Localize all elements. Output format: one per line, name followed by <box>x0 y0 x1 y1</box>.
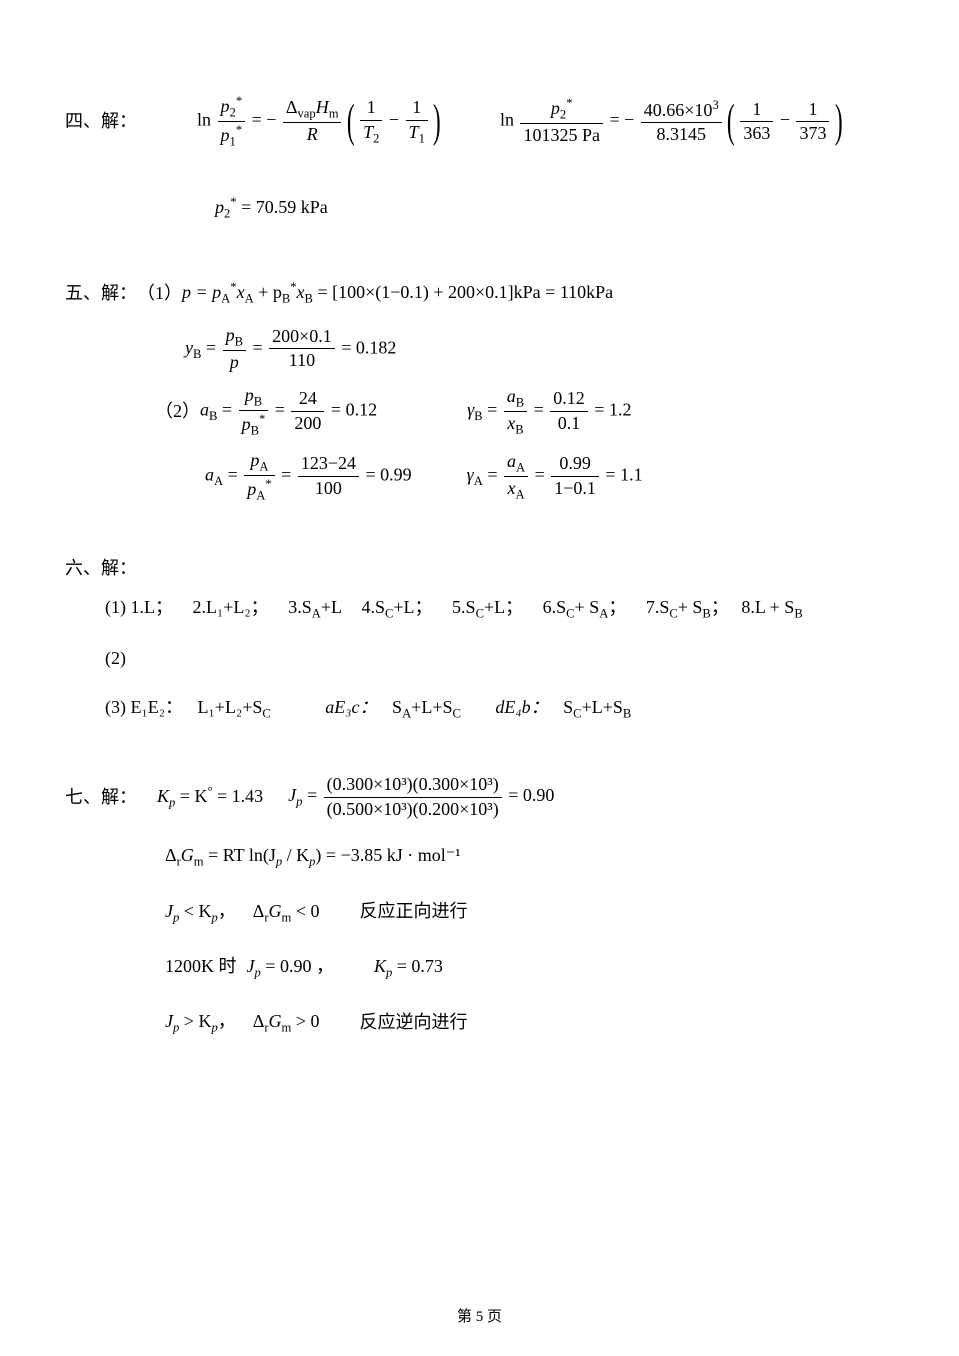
sec6-line3: (3) E₁E₂： L₁+L₂+SC aE₃c： SA+L+SC dE₄b： S… <box>65 688 894 728</box>
section-6: 六、解： (1) 1.L； 2.L₁+L₂； 3.SA+L 4.SC+L； 5.… <box>65 549 894 729</box>
sec4-row1: 四、解： ln p2* p1* = − ΔvapHm R ( 1T2 − 1T1… <box>65 70 894 173</box>
sec5-row1: 五、解： （1） p = pA*xA + pB*xB = [100×(1−0.1… <box>65 273 894 313</box>
sec4-eq1: ln p2* p1* = − ΔvapHm R ( 1T2 − 1T1 ) <box>197 70 440 173</box>
sec7-row5: Jp > Kp， ΔrGm > 0 反应逆向进行 <box>65 1002 894 1042</box>
sec5-label: 五、解： <box>65 274 137 314</box>
sec5-row4: aA = pApA* = 123−24100 = 0.99 γA = aAxA … <box>65 449 894 504</box>
sec5-row3: （2） aB = pBpB* = 24200 = 0.12 γB = aBxB … <box>65 384 894 439</box>
sec4-row2: p2* = 70.59 kPa <box>65 188 894 228</box>
sec6-label: 六、解： <box>65 549 894 589</box>
section-7: 七、解： Kp = K° = 1.43 Jp = (0.300×10³)(0.3… <box>65 773 894 1042</box>
sec7-row3: Jp < Kp， ΔrGm < 0 反应正向进行 <box>65 892 894 932</box>
sec4-eq2: ln p2* 101325 Pa = − 40.66×103 8.3145 ( … <box>500 70 842 173</box>
sec4-label: 四、解： <box>65 102 137 142</box>
sec7-row1: 七、解： Kp = K° = 1.43 Jp = (0.300×10³)(0.3… <box>65 773 894 821</box>
sec7-label: 七、解： <box>65 778 137 818</box>
sec6-line1: (1) 1.L； 2.L₁+L₂； 3.SA+L 4.SC+L； 5.SC+L；… <box>65 588 894 628</box>
section-4: 四、解： ln p2* p1* = − ΔvapHm R ( 1T2 − 1T1… <box>65 70 894 228</box>
sec7-row4: 1200K 时Jp = 0.90 ， Kp = 0.73 <box>65 947 894 987</box>
sec6-line2: (2) <box>65 639 894 679</box>
page-footer: 第 5 页 <box>0 1305 959 1326</box>
sec5-row2: yB = pBp = 200×0.1110 = 0.182 <box>65 324 894 374</box>
section-5: 五、解： （1） p = pA*xA + pB*xB = [100×(1−0.1… <box>65 273 894 503</box>
sec7-row2: ΔrGm = RT ln(Jp / Kp) = −3.85 kJ · mol⁻¹ <box>65 836 894 876</box>
